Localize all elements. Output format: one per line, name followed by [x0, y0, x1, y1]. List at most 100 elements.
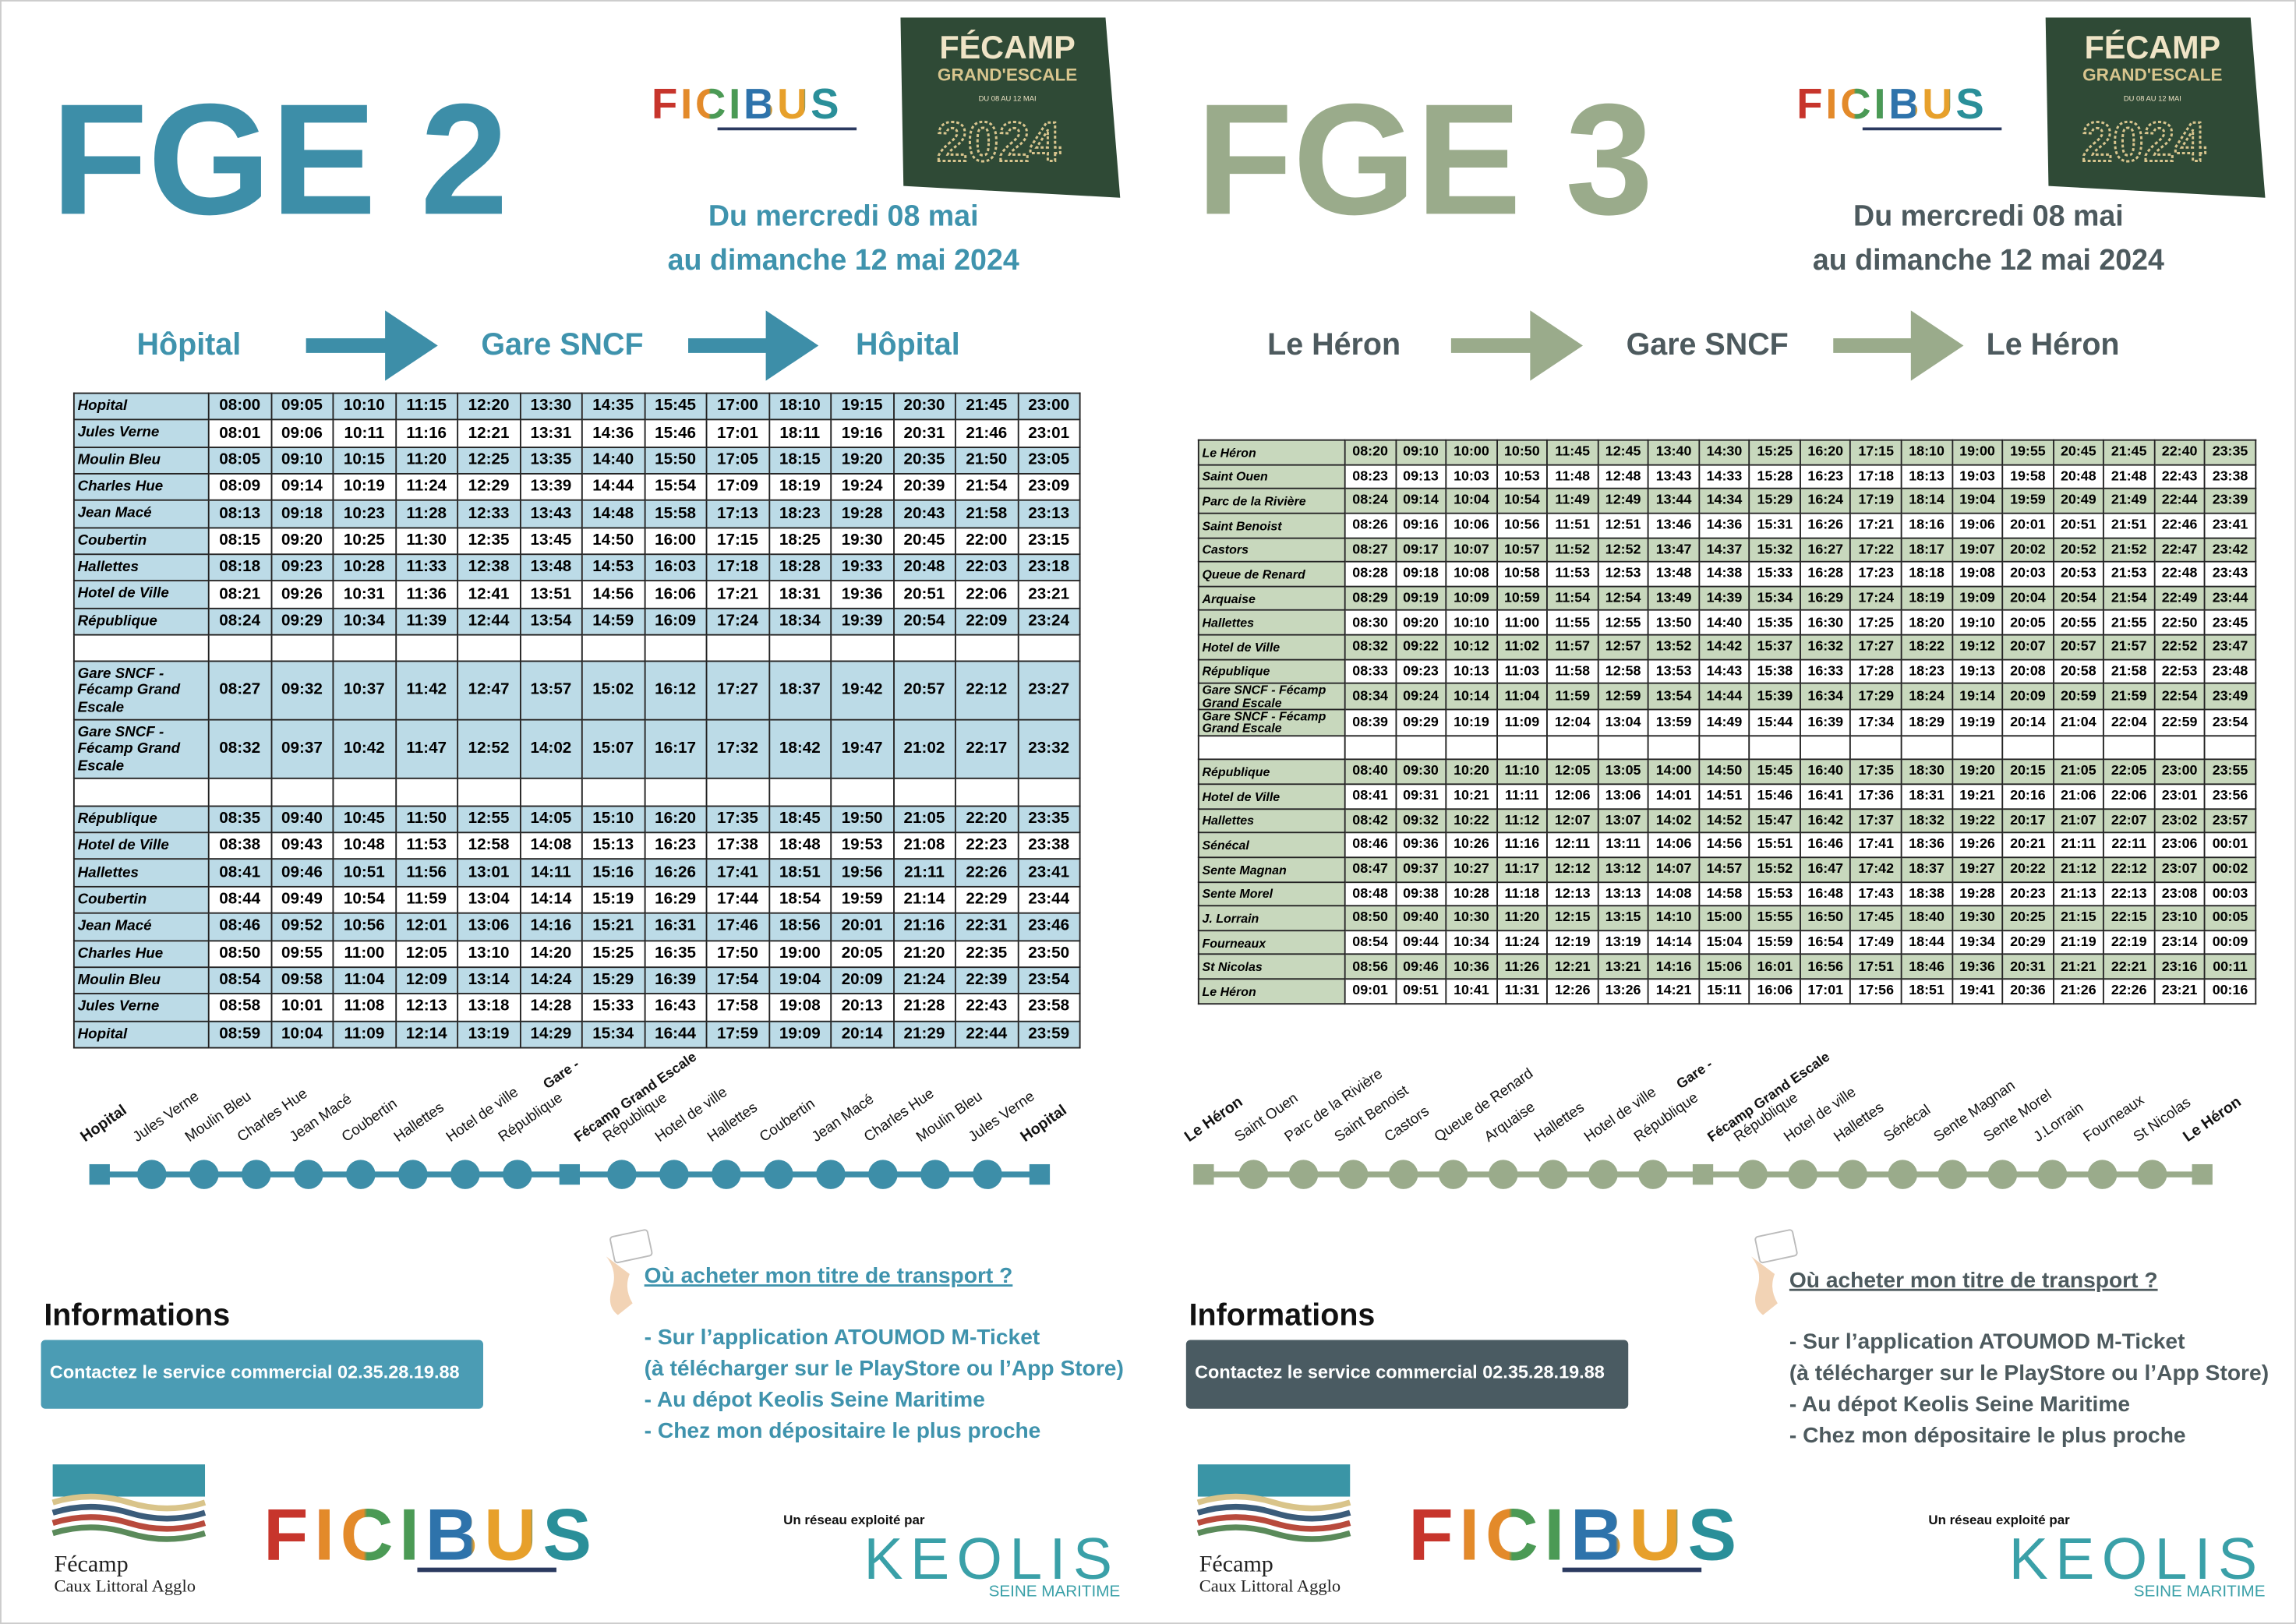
- departure-time: 10:57: [1496, 536, 1549, 563]
- empty-cell: [72, 778, 210, 807]
- departure-time: 18:30: [1900, 759, 1953, 786]
- departure-time: 19:12: [1951, 634, 2004, 661]
- departure-time: 18:51: [768, 859, 832, 888]
- agglo-wave: [1196, 1524, 1351, 1542]
- departure-time: 17:15: [1849, 439, 1902, 465]
- departure-time: 23:43: [2204, 561, 2256, 588]
- departure-time: 20:16: [2001, 783, 2054, 810]
- departure-time: 20:39: [892, 473, 956, 502]
- departure-time: 09:32: [1394, 807, 1447, 834]
- departure-time: 08:41: [207, 859, 272, 888]
- route-stop: [450, 1160, 480, 1189]
- departure-time: 13:30: [519, 392, 583, 421]
- departure-time: 15:59: [1749, 930, 1801, 956]
- departure-time: 12:15: [1546, 905, 1599, 931]
- timetable-row: Le Héron 09:01 09:51 10:41 11:31 12:26 13:26 14…: [1197, 978, 2256, 1004]
- departure-time: 09:10: [270, 446, 334, 475]
- departure-time: 12:38: [457, 553, 521, 582]
- departure-time: 13:59: [1648, 708, 1700, 736]
- departure-time: 16:40: [1799, 759, 1852, 786]
- info-heading: Informations: [44, 1298, 230, 1333]
- departure-time: 18:18: [1900, 561, 1953, 588]
- tickets-line: - Sur l’application ATOUMOD M-Ticket: [1789, 1329, 2185, 1354]
- empty-cell: [519, 778, 583, 807]
- departure-time: 16:44: [643, 1019, 708, 1049]
- departure-time: 20:23: [2001, 881, 2054, 907]
- departure-time: 23:38: [2204, 464, 2256, 490]
- departure-time: 22:43: [954, 993, 1019, 1022]
- departure-time: 10:34: [332, 607, 397, 636]
- tickets-line: (à télécharger sur le PlayStore ou l’App…: [645, 1355, 1124, 1380]
- departure-time: 17:21: [705, 580, 770, 609]
- badge-dates: DU 08 AU 12 MAI: [979, 94, 1037, 103]
- departure-time: 19:08: [1951, 561, 2004, 588]
- departure-time: 22:04: [2103, 708, 2156, 736]
- route-stop: [816, 1160, 846, 1189]
- empty-cell: [643, 778, 708, 807]
- departure-time: 21:45: [954, 392, 1019, 421]
- departure-time: 12:26: [1546, 978, 1599, 1004]
- stop-name: Hotel de Ville: [1197, 634, 1346, 661]
- departure-time: 23:07: [2153, 856, 2206, 883]
- route-stop: [1238, 1160, 1269, 1189]
- departure-time: 10:19: [1445, 708, 1498, 736]
- departure-time: 19:06: [1951, 512, 2004, 538]
- departure-time: 12:41: [457, 580, 521, 609]
- departure-time: 22:13: [2103, 881, 2156, 907]
- departure-time: 22:53: [2153, 658, 2206, 685]
- departure-time: 13:57: [519, 661, 583, 722]
- departure-time: 11:58: [1546, 658, 1599, 685]
- timetable-body: Hopital 08:00 09:05 10:10 11:15 12:20 13:30 14:…: [72, 392, 1081, 1049]
- departure-time: 09:29: [270, 607, 334, 636]
- departure-time: 15:39: [1749, 683, 1801, 711]
- departure-time: 22:06: [954, 580, 1019, 609]
- departure-time: 20:43: [892, 500, 956, 528]
- empty-cell: [830, 778, 894, 807]
- route-stop-label: Gare -: [540, 1056, 582, 1092]
- departure-time: 13:31: [519, 419, 583, 448]
- departure-time: 20:01: [2001, 512, 2054, 538]
- stop-name: République: [1197, 759, 1346, 786]
- timetable-row: Charles Hue 08:50 09:55 11:00 12:05 13:10 14:2…: [72, 939, 1081, 968]
- departure-time: 12:25: [457, 446, 521, 475]
- departure-time: 09:20: [1394, 609, 1447, 636]
- departure-time: 15:47: [1749, 807, 1801, 834]
- departure-time: 10:12: [1445, 634, 1498, 661]
- departure-time: 08:05: [207, 446, 272, 475]
- departure-time: 22:21: [2103, 954, 2156, 980]
- departure-time: 11:04: [332, 966, 397, 995]
- departure-time: 19:19: [1951, 708, 2004, 736]
- tickets-line: - Chez mon dépositaire le plus proche: [1789, 1422, 2186, 1447]
- departure-time: 20:52: [2052, 536, 2105, 563]
- departure-time: 16:24: [1799, 488, 1852, 514]
- departure-time: 11:49: [1546, 488, 1599, 514]
- departure-time: 14:48: [581, 500, 645, 528]
- empty-cell: [457, 778, 521, 807]
- departure-time: 14:06: [1648, 831, 1700, 859]
- departure-time: 18:25: [768, 526, 832, 556]
- departure-time: 21:26: [2052, 978, 2105, 1004]
- departure-time: 18:11: [768, 419, 832, 448]
- route-stop-label: Hopital: [77, 1102, 129, 1146]
- departure-time: 22:12: [954, 661, 1019, 722]
- departure-time: 12:52: [457, 719, 521, 780]
- ticket-hand: [606, 1256, 633, 1315]
- empty-cell: [768, 778, 832, 807]
- departure-time: 23:55: [2204, 759, 2256, 786]
- departure-time: 15:34: [1749, 585, 1801, 612]
- departure-time: 17:28: [1849, 658, 1902, 685]
- direction-arrow: [688, 310, 819, 381]
- departure-time: 20:48: [2052, 464, 2105, 490]
- badge-bg: [2045, 17, 2266, 198]
- departure-time: 14:29: [519, 1019, 583, 1049]
- departure-time: 19:59: [2001, 488, 2054, 514]
- route-terminal: [1692, 1163, 1714, 1185]
- departure-time: 19:30: [1951, 905, 2004, 931]
- empty-cell: [2052, 734, 2105, 761]
- departure-time: 19:09: [1951, 585, 2004, 612]
- departure-time: 14:43: [1698, 658, 1750, 685]
- departure-time: 13:48: [1648, 561, 1700, 588]
- route-stop-label: Hallettes: [1531, 1099, 1587, 1145]
- departure-time: 17:37: [1849, 807, 1902, 834]
